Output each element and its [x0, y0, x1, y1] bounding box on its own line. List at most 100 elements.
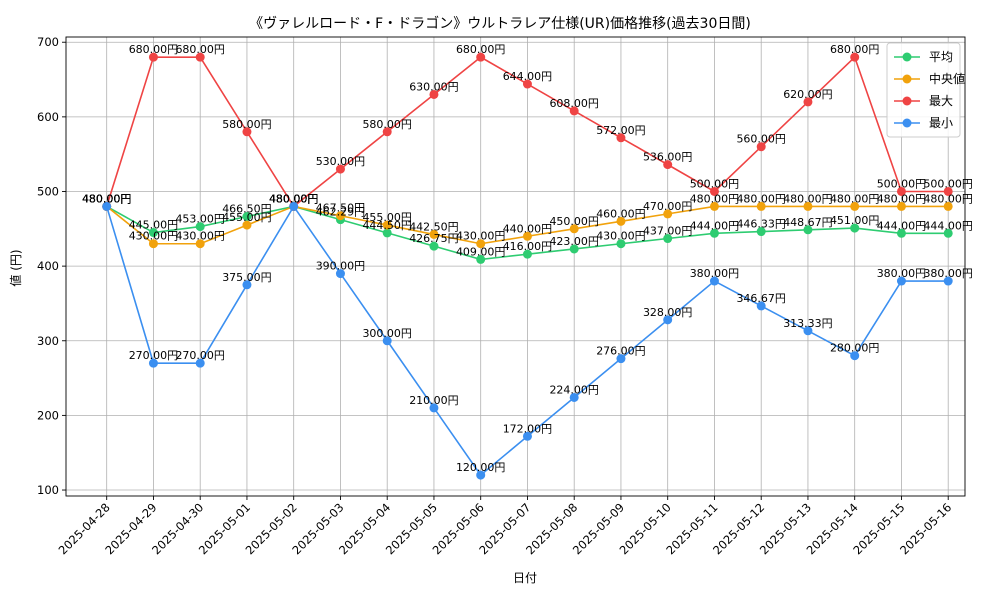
data-point — [382, 336, 392, 346]
data-point — [896, 276, 906, 286]
data-label: 580.00円 — [362, 118, 412, 131]
data-label: 480.00円 — [830, 192, 880, 205]
data-point — [522, 431, 532, 441]
legend-swatch-marker — [902, 118, 912, 128]
legend-swatch-marker — [902, 52, 912, 62]
data-label: 375.00円 — [222, 271, 272, 284]
data-label: 466.50円 — [222, 202, 272, 215]
data-label: 120.00円 — [456, 461, 506, 474]
legend-entry: 最大 — [929, 94, 953, 108]
data-label: 444.00円 — [690, 219, 740, 232]
data-point — [148, 52, 158, 62]
data-label: 444.00円 — [923, 219, 973, 232]
data-point — [195, 239, 205, 249]
data-point — [289, 201, 299, 211]
data-labels: 480.00円445.00円453.00円466.50円480.00円462.2… — [82, 43, 973, 474]
data-label: 680.00円 — [175, 43, 225, 56]
data-point — [850, 52, 860, 62]
y-axis-label: 値 (円) — [8, 249, 23, 286]
data-label: 644.00円 — [503, 70, 553, 83]
data-point — [803, 97, 813, 107]
data-label: 380.00円 — [923, 267, 973, 280]
data-label: 480.00円 — [269, 192, 319, 205]
data-point — [335, 164, 345, 174]
x-axis-label: 日付 — [513, 571, 537, 585]
data-label: 300.00円 — [362, 327, 412, 340]
data-point — [242, 220, 252, 230]
data-label: 437.00円 — [643, 225, 693, 238]
data-label: 430.00円 — [596, 230, 646, 243]
data-label: 500.00円 — [877, 177, 927, 190]
data-label: 380.00円 — [690, 267, 740, 280]
data-point — [476, 52, 486, 62]
data-point — [616, 133, 626, 143]
data-label: 530.00円 — [316, 155, 366, 168]
data-label: 536.00円 — [643, 151, 693, 164]
data-label: 480.00円 — [690, 192, 740, 205]
data-point — [663, 234, 673, 244]
data-point — [803, 201, 813, 211]
data-label: 572.00円 — [596, 124, 646, 137]
data-point — [476, 470, 486, 480]
data-point — [476, 239, 486, 249]
data-point — [709, 186, 719, 196]
data-point — [850, 223, 860, 233]
data-point — [522, 79, 532, 89]
legend-swatch-marker — [902, 96, 912, 106]
data-label: 444.50円 — [362, 219, 412, 232]
data-point — [148, 239, 158, 249]
data-label: 680.00円 — [456, 43, 506, 56]
data-point — [756, 301, 766, 311]
data-label: 390.00円 — [316, 260, 366, 273]
data-label: 455.00円 — [362, 211, 412, 224]
data-point — [803, 225, 813, 235]
data-label: 446.33円 — [736, 218, 786, 231]
data-label: 423.00円 — [549, 235, 599, 248]
data-point — [943, 228, 953, 238]
data-label: 430.00円 — [129, 230, 179, 243]
data-label: 470.00円 — [643, 200, 693, 213]
data-point — [148, 358, 158, 368]
data-label: 445.00円 — [129, 219, 179, 232]
data-point — [756, 201, 766, 211]
data-label: 224.00円 — [549, 383, 599, 396]
data-label: 680.00円 — [830, 43, 880, 56]
data-label: 480.00円 — [269, 192, 319, 205]
plot-frame — [65, 36, 966, 497]
data-label: 280.00円 — [830, 342, 880, 355]
data-point — [709, 228, 719, 238]
data-label: 480.00円 — [269, 192, 319, 205]
data-point — [943, 201, 953, 211]
data-point — [195, 222, 205, 232]
data-label: 426.75円 — [409, 232, 459, 245]
data-label: 480.00円 — [82, 192, 132, 205]
data-label: 270.00円 — [175, 349, 225, 362]
data-point — [522, 249, 532, 259]
data-label: 480.00円 — [736, 192, 786, 205]
data-point — [569, 244, 579, 254]
data-label: 480.00円 — [783, 192, 833, 205]
data-label: 276.00円 — [596, 345, 646, 358]
data-label: 328.00円 — [643, 306, 693, 319]
series-layer — [102, 52, 953, 480]
data-label: 500.00円 — [690, 177, 740, 190]
data-point — [943, 186, 953, 196]
data-point — [850, 201, 860, 211]
data-point — [476, 254, 486, 264]
data-label: 416.00円 — [503, 240, 553, 253]
data-point — [616, 216, 626, 226]
data-point — [616, 354, 626, 364]
y-tick-label: 200 — [37, 408, 59, 422]
legend-box — [886, 42, 961, 138]
data-label: 442.50円 — [409, 220, 459, 233]
data-point — [195, 52, 205, 62]
data-point — [803, 326, 813, 336]
data-point — [850, 351, 860, 361]
data-point — [148, 228, 158, 238]
data-point — [896, 186, 906, 196]
data-point — [756, 142, 766, 152]
data-point — [429, 89, 439, 99]
grid — [66, 37, 965, 496]
data-label: 467.50円 — [316, 202, 366, 215]
